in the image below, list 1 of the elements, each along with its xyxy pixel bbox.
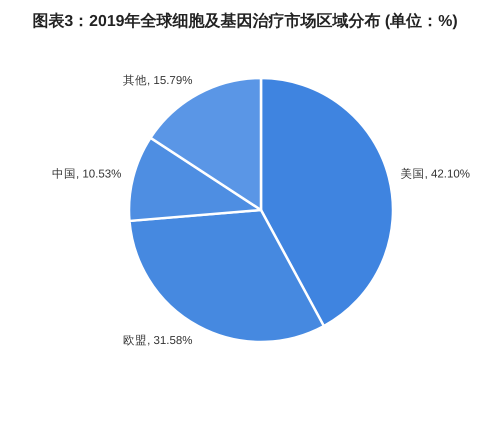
- title: 图表3：2019年全球细胞及基因治疗市场区域分布 (单位：%): [32, 13, 458, 30]
